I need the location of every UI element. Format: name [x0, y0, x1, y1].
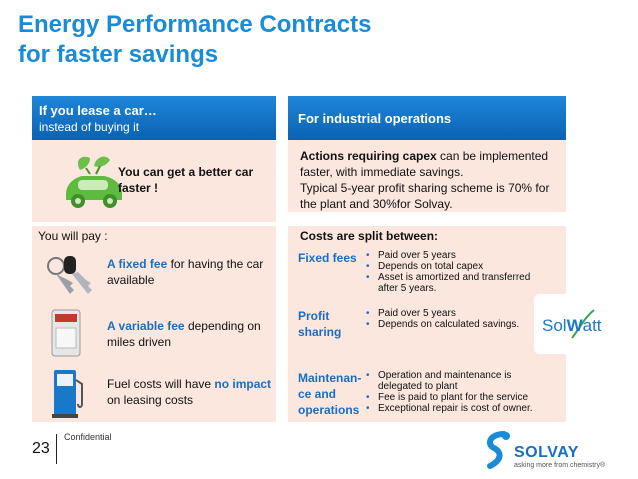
- list-item: Fee is paid to plant for the service: [366, 392, 556, 403]
- solvay-tagline: asking more from chemistry®: [514, 462, 606, 469]
- variable-fee-emph: A variable fee: [107, 319, 185, 333]
- left-header-line-1: If you lease a car…: [39, 103, 157, 118]
- title-line-2: for faster savings: [18, 41, 219, 68]
- left-header: If you lease a car… instead of buying it: [32, 96, 276, 140]
- list-item: Depends on total capex: [366, 261, 544, 272]
- eco-car-icon: [66, 156, 122, 208]
- left-item-fixed-fee: A fixed fee for having the car available: [107, 256, 272, 288]
- left-intro-text: You can get a better car faster !: [118, 165, 254, 195]
- fuel-pump-icon: [52, 370, 83, 418]
- variable-fee-rest: depending on miles driven: [107, 319, 261, 349]
- slide-title: Energy Performance Contracts for faster …: [18, 10, 618, 70]
- solvay-logo-icon: [486, 431, 510, 469]
- right-header-label: For industrial operations: [298, 111, 452, 126]
- right-header: For industrial operations: [288, 96, 566, 140]
- list-item: Asset is amortized and transferred after…: [366, 272, 544, 294]
- maintenance-bullets: Operation and maintenance is delegated t…: [366, 370, 556, 414]
- right-body-panel: Costs are split between: Fixed fees Paid…: [288, 226, 566, 422]
- row-label-profit-sharing: Profit sharing: [298, 309, 342, 339]
- fixed-fees-bullets: Paid over 5 years Depends on total capex…: [366, 250, 544, 294]
- solwatt-part-3: att: [582, 316, 602, 335]
- list-item: Operation and maintenance is delegated t…: [366, 370, 556, 392]
- left-body-panel: You will pay : A fixed fee for having th…: [32, 226, 276, 422]
- row-label-maintenance: Maintenan-ce and operations: [298, 371, 362, 417]
- list-item: Paid over 5 years: [366, 308, 526, 319]
- list-item: Exceptional repair is cost of owner.: [366, 403, 556, 414]
- left-header-line-2: instead of buying it: [39, 120, 140, 134]
- left-item-variable-fee: A variable fee depending on miles driven: [107, 318, 272, 350]
- solwatt-logo: SolWatt: [534, 294, 604, 354]
- footer-divider: [56, 434, 57, 464]
- solwatt-part-2: W: [566, 316, 583, 335]
- solwatt-swoosh-icon: [571, 309, 595, 339]
- left-intro-panel: You can get a better car faster !: [32, 140, 276, 222]
- capex-rest: can be implemented faster, with immediat…: [300, 149, 549, 179]
- page-number: 23: [32, 440, 50, 457]
- fuel-costs-pre: Fuel costs will have: [107, 377, 215, 391]
- profit-sharing-bullets: Paid over 5 years Depends on calculated …: [366, 308, 526, 330]
- title-line-1: Energy Performance Contracts: [18, 11, 372, 38]
- solwatt-part-1: Sol: [542, 316, 567, 335]
- meter-icon: [51, 309, 81, 357]
- left-item-fuel-costs: Fuel costs will have no impact on leasin…: [107, 376, 272, 408]
- right-intro-text: Actions requiring capex can be implement…: [300, 148, 560, 212]
- profit-scheme-text: Typical 5-year profit sharing scheme is …: [300, 181, 550, 211]
- pay-label: You will pay :: [38, 229, 108, 243]
- fixed-fee-rest: for having the car available: [107, 257, 264, 287]
- list-item: Depends on calculated savings.: [366, 319, 526, 330]
- fuel-costs-emph: no impact: [214, 377, 272, 391]
- capex-emph: Actions requiring capex: [300, 149, 437, 163]
- split-label: Costs are split between:: [300, 229, 439, 243]
- car-keys-icon: [47, 256, 92, 294]
- list-item: Paid over 5 years: [366, 250, 544, 261]
- row-label-fixed-fees: Fixed fees: [298, 251, 357, 265]
- fixed-fee-emph: A fixed fee: [107, 257, 168, 271]
- solwatt-text: SolWatt: [542, 316, 602, 336]
- fuel-costs-rest: on leasing costs: [107, 393, 194, 407]
- confidential-label: Confidential: [64, 432, 112, 442]
- right-intro-panel: Actions requiring capex can be implement…: [288, 140, 566, 212]
- solvay-brand: SOLVAY: [514, 444, 579, 461]
